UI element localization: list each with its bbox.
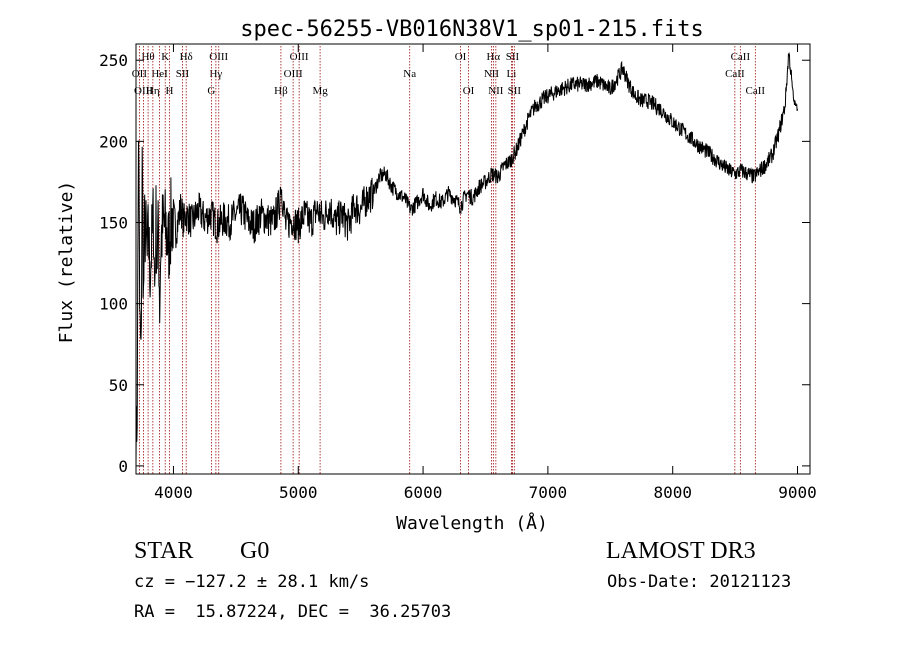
line-marker-label: Hθ: [141, 51, 154, 63]
spectrum-series: [135, 51, 798, 466]
sky-coordinates: RA = 15.87224, DEC = 36.25703: [134, 602, 452, 622]
line-marker-label: Na: [403, 68, 416, 80]
redshift-velocity: cz = −127.2 ± 28.1 km/s: [134, 572, 370, 592]
line-marker-label: Hδ: [180, 51, 193, 63]
axis-ticks: 4000 5000 6000 7000 8000 9000 0 50 100 150 200 250: [99, 44, 817, 502]
line-marker-label: Li: [507, 68, 517, 80]
line-marker-label: OI: [455, 51, 467, 63]
line-marker-label: Hγ: [209, 68, 222, 80]
x-axis-label: Wavelength (Å): [396, 512, 548, 534]
observation-date: Obs-Date: 20121123: [607, 572, 792, 592]
chart-title: spec-56255-VB016N38V1_sp01-215.fits: [240, 17, 704, 42]
y-axis-label: Flux (relative): [56, 181, 77, 344]
y-tick-label: 100: [99, 295, 128, 314]
y-tick-label: 250: [99, 51, 128, 70]
y-tick-label: 50: [109, 376, 128, 395]
line-marker-label: OII: [132, 68, 148, 80]
x-tick-label: 4000: [154, 483, 193, 502]
y-tick-label: 0: [118, 457, 128, 476]
y-tick-label: 150: [99, 213, 128, 232]
x-tick-label: 5000: [279, 483, 318, 502]
line-marker-label: NII: [484, 68, 500, 80]
line-marker-label: SII: [176, 68, 190, 80]
line-marker-label: Hβ: [274, 85, 288, 97]
line-marker-label: Hη: [146, 85, 160, 97]
plot-frame: [135, 43, 811, 475]
spectrum-line: [135, 51, 798, 466]
spectrum-chart: spec-56255-VB016N38V1_sp01-215.fits Hθ OI…: [56, 17, 817, 534]
x-tick-label: 7000: [529, 483, 568, 502]
line-marker-label: OIII: [290, 51, 309, 63]
line-marker-label: NII: [488, 85, 504, 97]
line-marker-label: HeI: [151, 68, 168, 80]
line-marker-label: SII: [508, 85, 522, 97]
line-marker-label: H: [165, 85, 173, 97]
line-marker-label: SII: [506, 51, 520, 63]
line-marker-label: OIII: [209, 51, 228, 63]
spectral-subclass: G0: [240, 538, 270, 564]
line-marker-label: OI: [463, 85, 475, 97]
line-marker-label: OIII: [284, 68, 303, 80]
line-marker-label: CaII: [725, 68, 745, 80]
y-tick-label: 200: [99, 132, 128, 151]
spectral-class: STAR: [134, 538, 194, 564]
x-tick-label: 6000: [404, 483, 443, 502]
x-tick-label: 8000: [653, 483, 692, 502]
line-marker-label: OIII: [134, 85, 153, 97]
line-marker-label: CaII: [731, 51, 751, 63]
line-marker-label: Mg: [312, 85, 328, 97]
line-marker-label: Hα: [486, 51, 500, 63]
line-marker-label: CaII: [746, 85, 766, 97]
line-marker-label: K: [161, 51, 169, 63]
line-marker-label: G: [207, 85, 215, 97]
survey-name: LAMOST DR3: [606, 538, 756, 564]
x-tick-label: 9000: [778, 483, 817, 502]
